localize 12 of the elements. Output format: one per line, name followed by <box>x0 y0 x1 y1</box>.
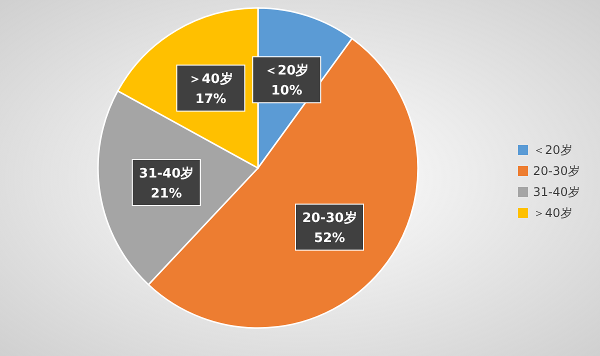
legend-label: 31-40岁 <box>533 185 580 199</box>
data-label: 52% <box>314 231 346 246</box>
data-label: 21% <box>150 186 182 202</box>
legend-label: ＜20岁 <box>533 143 572 157</box>
legend-label: ＞40岁 <box>533 206 572 220</box>
slice-label: 20-30岁 <box>302 211 357 226</box>
data-label: 17% <box>195 92 226 108</box>
slice-label: ＜20岁 <box>264 64 309 79</box>
data-label: 10% <box>271 84 302 99</box>
slice-label: 20-30岁 <box>533 164 580 178</box>
slice-label: 31-40岁 <box>139 166 194 182</box>
slice-label: ＞40岁 <box>188 72 233 88</box>
